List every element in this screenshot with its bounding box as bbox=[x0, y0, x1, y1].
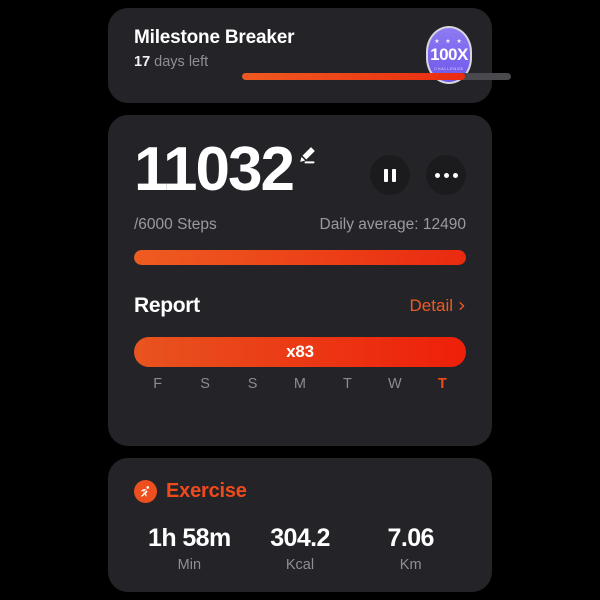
badge-caption: CHALLENGE bbox=[434, 66, 464, 71]
pause-button[interactable] bbox=[370, 155, 410, 195]
exercise-card[interactable]: Exercise 1h 58m Min 304.2 Kcal 7.06 Km bbox=[108, 458, 492, 592]
steps-count-group: 11032 bbox=[134, 135, 317, 204]
week-summary-bar[interactable]: x83 bbox=[134, 336, 466, 367]
week-day-2[interactable]: S bbox=[247, 375, 258, 392]
exercise-title: Exercise bbox=[166, 480, 247, 502]
exercise-stat-kcal: 304.2 Kcal bbox=[245, 524, 356, 573]
week-day-6[interactable]: T bbox=[437, 375, 447, 392]
pencil-icon[interactable] bbox=[297, 145, 317, 165]
more-button[interactable] bbox=[426, 155, 466, 195]
steps-meta-row: /6000 Steps Daily average: 12490 bbox=[134, 216, 466, 234]
pause-icon bbox=[384, 168, 396, 182]
exercise-stats: 1h 58m Min 304.2 Kcal 7.06 Km bbox=[134, 524, 466, 573]
exercise-header: Exercise bbox=[134, 480, 466, 503]
exercise-stat-value: 304.2 bbox=[270, 524, 330, 552]
steps-card: 11032 /6000 Steps Daily average: 12490 bbox=[108, 115, 492, 446]
week-day-5[interactable]: W bbox=[387, 375, 402, 392]
steps-progress-fill bbox=[134, 249, 466, 265]
steps-progress-track bbox=[134, 249, 466, 265]
detail-link[interactable]: Detail bbox=[410, 296, 466, 316]
steps-goal-label: /6000 Steps bbox=[134, 215, 217, 233]
exercise-stat-min: 1h 58m Min bbox=[134, 524, 245, 573]
milestone-progress-track bbox=[242, 73, 511, 80]
week-day-0[interactable]: F bbox=[153, 375, 163, 392]
steps-header: 11032 bbox=[134, 135, 466, 204]
milestone-days-number: 17 bbox=[134, 53, 151, 70]
exercise-stat-label: Km bbox=[399, 556, 422, 573]
running-person-icon bbox=[134, 480, 157, 503]
milestone-card[interactable]: Milestone Breaker 17 days left ★ ★ ★ 100… bbox=[108, 8, 511, 103]
exercise-stat-value: 1h 58m bbox=[148, 524, 231, 552]
exercise-stat-value: 7.06 bbox=[387, 524, 435, 552]
exercise-stat-label: Min bbox=[177, 556, 202, 573]
steps-daily-average-label: Daily average: 12490 bbox=[319, 215, 467, 233]
milestone-title: Milestone Breaker bbox=[134, 27, 295, 48]
milestone-days-label: days left bbox=[154, 53, 209, 70]
steps-count: 11032 bbox=[134, 135, 295, 204]
week-day-3[interactable]: M bbox=[293, 375, 307, 392]
week-day-1[interactable]: S bbox=[200, 375, 210, 392]
badge-multiplier-label: 100X bbox=[430, 45, 468, 64]
week-summary-label: x83 bbox=[286, 341, 314, 361]
milestone-days-left: 17 days left bbox=[134, 53, 294, 71]
chevron-right-icon bbox=[459, 301, 465, 310]
week-day-4[interactable]: T bbox=[342, 375, 352, 392]
steps-actions bbox=[370, 155, 466, 195]
report-title: Report bbox=[134, 293, 200, 317]
detail-label: Detail bbox=[409, 295, 453, 315]
report-header: Report Detail bbox=[134, 294, 466, 318]
milestone-text-block: Milestone Breaker 17 days left bbox=[134, 26, 294, 71]
milestone-header: Milestone Breaker 17 days left ★ ★ ★ 100… bbox=[134, 26, 472, 84]
more-icon bbox=[434, 172, 458, 178]
milestone-progress-fill bbox=[242, 73, 466, 80]
exercise-stat-km: 7.06 Km bbox=[355, 524, 466, 573]
badge-stars-icon: ★ ★ ★ bbox=[434, 39, 464, 45]
exercise-stat-label: Kcal bbox=[285, 556, 315, 573]
